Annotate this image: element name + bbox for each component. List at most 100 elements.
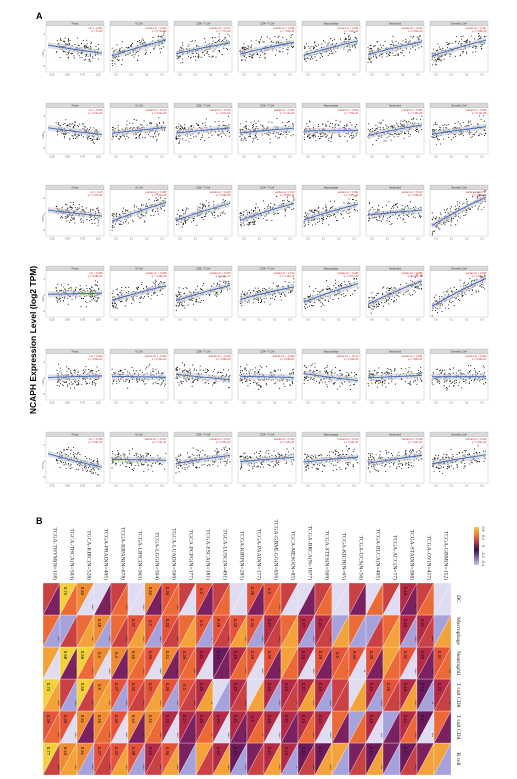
row-cancer-label: LIHC (42, 51, 45, 57)
data-point (178, 142, 180, 144)
data-point (84, 45, 86, 47)
data-point (201, 216, 203, 219)
data-point (89, 287, 91, 290)
data-point (314, 134, 316, 136)
data-point (262, 200, 265, 202)
data-point (226, 48, 228, 50)
data-point (477, 195, 479, 197)
data-point (222, 124, 224, 126)
data-point (335, 51, 337, 53)
data-point (125, 299, 127, 301)
data-point (76, 208, 78, 210)
data-point (256, 53, 258, 55)
data-point (341, 214, 343, 216)
data-point (198, 53, 200, 55)
data-point (152, 383, 154, 385)
data-point (92, 57, 94, 59)
data-point (57, 123, 59, 125)
data-point (147, 293, 149, 295)
data-point (163, 122, 165, 124)
data-point (79, 285, 81, 287)
data-point (431, 212, 433, 214)
data-point (332, 205, 334, 208)
data-point (245, 137, 247, 139)
x-tick-label: 0.2 (401, 156, 405, 159)
x-tick-label: 0.25 (50, 319, 55, 322)
data-point (308, 120, 310, 122)
data-point (159, 384, 161, 386)
data-point (451, 218, 453, 220)
data-point (327, 55, 329, 57)
data-point (393, 287, 395, 289)
data-point (76, 380, 78, 382)
data-point (436, 308, 438, 310)
data-point (304, 212, 306, 214)
data-point (82, 369, 84, 371)
x-tick-label: 0.0 (370, 156, 374, 159)
data-point (55, 287, 57, 289)
data-point (315, 140, 317, 142)
data-point (59, 297, 61, 299)
data-point (177, 209, 179, 211)
data-point (291, 209, 293, 211)
data-point (346, 140, 348, 142)
data-point (214, 121, 216, 123)
data-point (56, 369, 58, 371)
panel-strip-label: CD8+ T Cell (196, 185, 211, 189)
data-point (334, 126, 336, 128)
data-point (484, 288, 486, 290)
data-point (80, 288, 82, 290)
data-point (114, 63, 116, 65)
data-point (72, 204, 74, 206)
data-point (464, 214, 467, 216)
data-point (217, 135, 219, 137)
data-point (306, 43, 308, 45)
data-point (378, 303, 380, 305)
x-tick-label: 0.2 (401, 238, 405, 241)
data-point (411, 122, 414, 124)
y-tick-label: 4 (44, 115, 46, 118)
data-point (314, 41, 316, 43)
data-point (186, 287, 188, 289)
data-point (113, 213, 115, 216)
data-point (86, 301, 88, 303)
data-point (484, 133, 486, 135)
data-point (65, 382, 67, 384)
data-point (311, 135, 313, 137)
data-point (59, 39, 61, 41)
data-point (293, 278, 295, 280)
data-point (72, 201, 74, 204)
data-point (133, 54, 135, 56)
data-point (175, 138, 177, 140)
data-point (242, 293, 244, 295)
p-value-label: p = 7e-05 (91, 29, 103, 33)
data-point (140, 123, 142, 126)
data-point (307, 223, 309, 226)
data-point (191, 125, 193, 127)
data-point (183, 128, 185, 130)
data-point (250, 40, 252, 42)
data-point (215, 292, 217, 294)
data-point (76, 207, 78, 209)
x-tick-label: 0.75 (80, 238, 85, 241)
data-point (208, 136, 210, 138)
data-point (255, 136, 258, 138)
x-tick-label: 0.3 (288, 156, 292, 159)
data-point (320, 305, 322, 307)
data-point (310, 56, 312, 58)
data-point (309, 136, 311, 138)
data-point (125, 287, 127, 289)
fit-line (431, 39, 487, 57)
data-point (158, 117, 160, 119)
data-point (116, 213, 118, 215)
data-point (119, 48, 121, 50)
data-point (145, 51, 147, 53)
data-point (181, 226, 183, 228)
data-point (175, 127, 177, 129)
data-point (303, 139, 305, 141)
data-point (204, 124, 206, 126)
data-point (204, 122, 206, 124)
data-point (349, 122, 351, 124)
data-point (368, 58, 370, 60)
